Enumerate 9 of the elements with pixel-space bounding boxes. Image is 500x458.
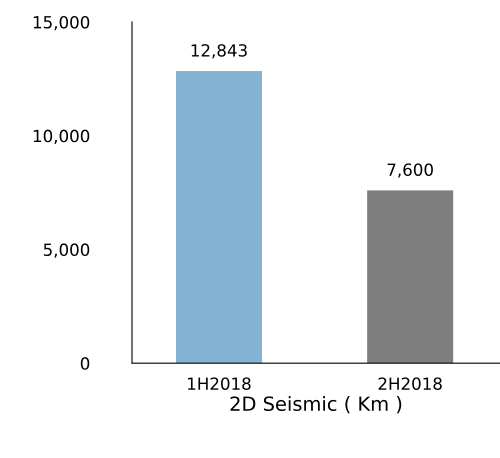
data-label: 7,600 (388, 163, 433, 178)
y-tick-label: 15,000 (34, 16, 90, 30)
y-tick-label: 5,000 (44, 243, 90, 258)
x-tick-label: 1H2018 (188, 377, 251, 390)
data-label: 12,843 (192, 44, 247, 58)
x-tick-label: 2H2018 (378, 377, 442, 390)
y-tick-label: 0 (80, 357, 90, 370)
y-tick-label: 10,000 (34, 130, 90, 144)
x-axis-title: 2D Seismic ( Km ) (230, 396, 402, 414)
